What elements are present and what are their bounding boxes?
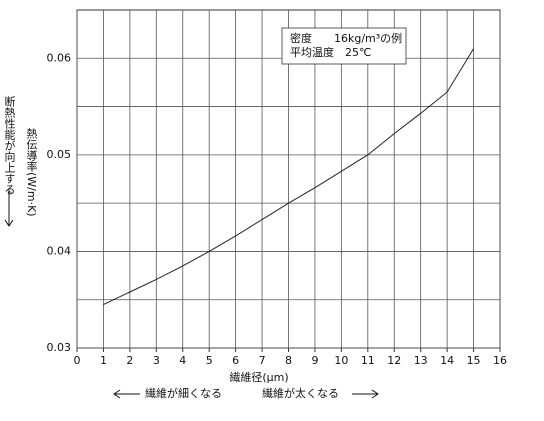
x-tick-label: 1: [100, 354, 107, 367]
x-tick-label: 8: [285, 354, 292, 367]
x-tick-label: 16: [493, 354, 507, 367]
x-axis-label: 繊維径(μm): [229, 371, 288, 384]
x-tick-label: 12: [387, 354, 401, 367]
y-tick-label: 0.04: [47, 244, 72, 257]
left-note: 繊維が細くなる: [145, 386, 222, 400]
x-tick-label: 15: [467, 354, 481, 367]
data-line: [103, 48, 474, 305]
x-tick-label: 10: [334, 354, 348, 367]
x-tick-label: 9: [311, 354, 318, 367]
arrows: [4, 190, 379, 399]
y-tick-label: 0.03: [47, 341, 72, 354]
right-note: 繊維が太くなる: [262, 386, 339, 400]
x-tick-label: 11: [361, 354, 375, 367]
y-axis-note: 断熱性能が向上する: [3, 95, 16, 195]
y-tick-label: 0.05: [47, 148, 72, 161]
x-tick-label: 14: [440, 354, 454, 367]
x-tick-label: 0: [74, 354, 81, 367]
x-tick-label: 6: [232, 354, 239, 367]
note-box: [281, 27, 407, 65]
note-line: 平均温度 25℃: [290, 45, 371, 59]
x-tick-label: 3: [153, 354, 160, 367]
y-tick-label: 0.06: [47, 51, 72, 64]
note-line: 密度 16kg/m³の例: [290, 31, 402, 45]
x-tick-label: 7: [259, 354, 266, 367]
y-axis-label: 熱伝導率(W/m·K): [25, 128, 38, 217]
x-tick-label: 4: [179, 354, 186, 367]
x-tick-label: 2: [126, 354, 133, 367]
x-tick-label: 5: [206, 354, 213, 367]
x-tick-label: 13: [414, 354, 428, 367]
